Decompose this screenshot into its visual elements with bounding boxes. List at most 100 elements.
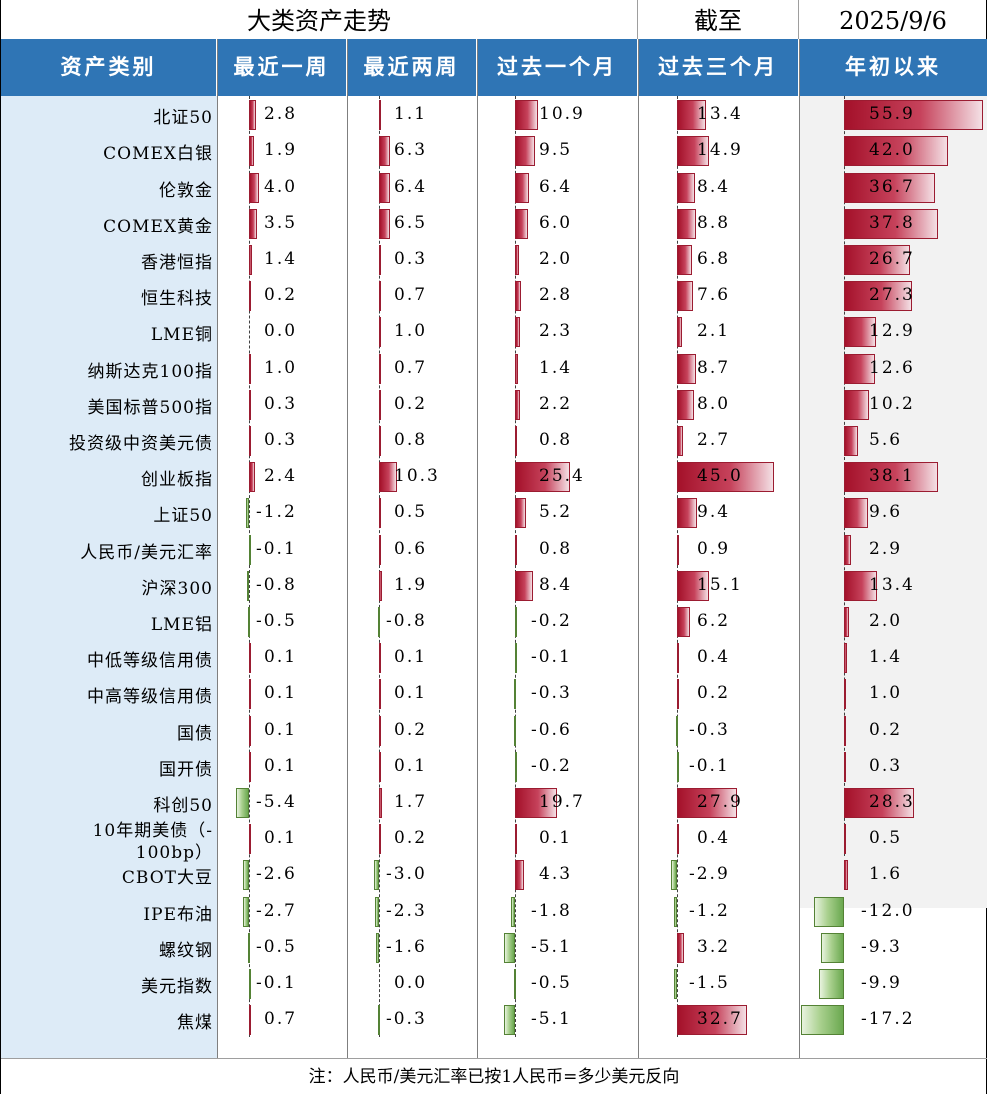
value-label: 0.6 xyxy=(394,538,428,559)
table-title: 大类资产走势 xyxy=(1,0,638,39)
value-label: 0.1 xyxy=(264,755,298,776)
asset-name: 国开债 xyxy=(159,759,213,780)
value-label: 27.3 xyxy=(869,285,915,306)
value-label: 15.1 xyxy=(697,574,743,595)
value-bar xyxy=(379,570,383,601)
value-bar xyxy=(379,751,381,782)
value-label: 10.3 xyxy=(394,466,440,487)
value-bar xyxy=(515,462,570,493)
value-label: 2.8 xyxy=(539,285,573,306)
asset-name: COMEX白银 xyxy=(103,144,213,165)
value-label: 1.4 xyxy=(264,248,298,269)
value-label: 0.1 xyxy=(264,828,298,849)
value-label: 2.9 xyxy=(869,538,903,559)
column-header-2w: 最近两周 xyxy=(347,39,477,96)
value-label: 6.2 xyxy=(697,610,731,631)
value-bar xyxy=(515,244,520,275)
value-bar xyxy=(844,353,876,384)
value-bar xyxy=(249,715,251,746)
value-bar xyxy=(844,751,846,782)
value-bar xyxy=(844,462,939,493)
value-label: 2.2 xyxy=(539,393,573,414)
zero-axis-line xyxy=(379,96,380,1038)
value-label: 13.4 xyxy=(697,104,743,125)
asset-name: 伦敦金 xyxy=(159,180,213,201)
value-bar xyxy=(844,570,878,601)
value-label: -0.1 xyxy=(531,647,572,668)
value-bar xyxy=(844,317,876,348)
value-bar xyxy=(677,317,682,348)
value-bar xyxy=(379,208,391,239)
value-bar xyxy=(677,100,706,131)
value-bar xyxy=(379,281,381,312)
title-row: 大类资产走势 截至 2025/9/6 xyxy=(1,0,987,40)
value-bar xyxy=(379,824,381,855)
value-bar xyxy=(677,824,679,855)
asset-name: 科创50 xyxy=(153,795,213,816)
value-bar xyxy=(249,643,251,674)
value-label: -0.5 xyxy=(256,610,297,631)
value-bar xyxy=(246,498,249,529)
value-label: 28.3 xyxy=(869,791,915,812)
value-label: 8.4 xyxy=(697,176,731,197)
value-bar xyxy=(379,100,381,131)
asset-name: LME铜 xyxy=(150,325,213,346)
value-bar xyxy=(379,244,381,275)
value-label: 9.4 xyxy=(697,502,731,523)
value-label: -0.1 xyxy=(256,972,297,993)
value-label: -9.9 xyxy=(861,972,902,993)
value-label: -1.5 xyxy=(689,972,730,993)
value-bar xyxy=(844,679,847,710)
value-label: 0.2 xyxy=(697,683,731,704)
value-bar xyxy=(504,1005,515,1036)
value-label: 37.8 xyxy=(869,212,915,233)
value-label: 14.9 xyxy=(697,140,743,161)
asset-name: 中低等级信用债 xyxy=(87,651,213,672)
value-label: 0.1 xyxy=(394,647,428,668)
value-bar xyxy=(844,389,870,420)
value-label: 4.0 xyxy=(264,176,298,197)
value-label: -1.6 xyxy=(386,936,427,957)
value-label: 0.2 xyxy=(394,828,428,849)
value-label: 6.0 xyxy=(539,212,573,233)
value-label: 1.4 xyxy=(539,357,573,378)
value-label: 0.8 xyxy=(539,429,573,450)
value-label: -0.3 xyxy=(689,719,730,740)
value-bar xyxy=(677,787,737,818)
value-bar xyxy=(379,353,381,384)
value-bar xyxy=(248,534,251,565)
value-label: 0.4 xyxy=(697,828,731,849)
value-label: 0.1 xyxy=(394,755,428,776)
value-bar xyxy=(814,896,844,927)
value-bar xyxy=(379,787,382,818)
value-label: 8.4 xyxy=(539,574,573,595)
value-label: 36.7 xyxy=(869,176,915,197)
value-bar xyxy=(376,932,379,963)
value-label: -0.6 xyxy=(531,719,572,740)
value-bar xyxy=(677,570,710,601)
value-bar xyxy=(844,498,868,529)
asset-name: 美国标普500指 xyxy=(87,397,213,418)
value-label: 1.0 xyxy=(264,357,298,378)
value-label: 19.7 xyxy=(539,791,585,812)
value-bar xyxy=(515,172,529,203)
value-bar xyxy=(236,787,249,818)
value-label: 1.9 xyxy=(394,574,428,595)
value-label: 1.0 xyxy=(394,321,428,342)
value-bar xyxy=(844,172,936,203)
value-bar xyxy=(511,896,515,927)
value-label: 0.7 xyxy=(264,1009,298,1030)
value-bar xyxy=(514,679,517,710)
value-bar xyxy=(844,281,912,312)
value-label: 9.5 xyxy=(539,140,573,161)
value-label: 0.4 xyxy=(697,647,731,668)
zero-axis-line xyxy=(515,96,516,1038)
value-label: 8.8 xyxy=(697,212,731,233)
value-bar xyxy=(379,679,381,710)
value-label: 3.5 xyxy=(264,212,298,233)
column-header-1m: 过去一个月 xyxy=(477,39,638,96)
value-bar xyxy=(515,389,520,420)
value-bar xyxy=(676,751,679,782)
value-label: 0.2 xyxy=(394,393,428,414)
